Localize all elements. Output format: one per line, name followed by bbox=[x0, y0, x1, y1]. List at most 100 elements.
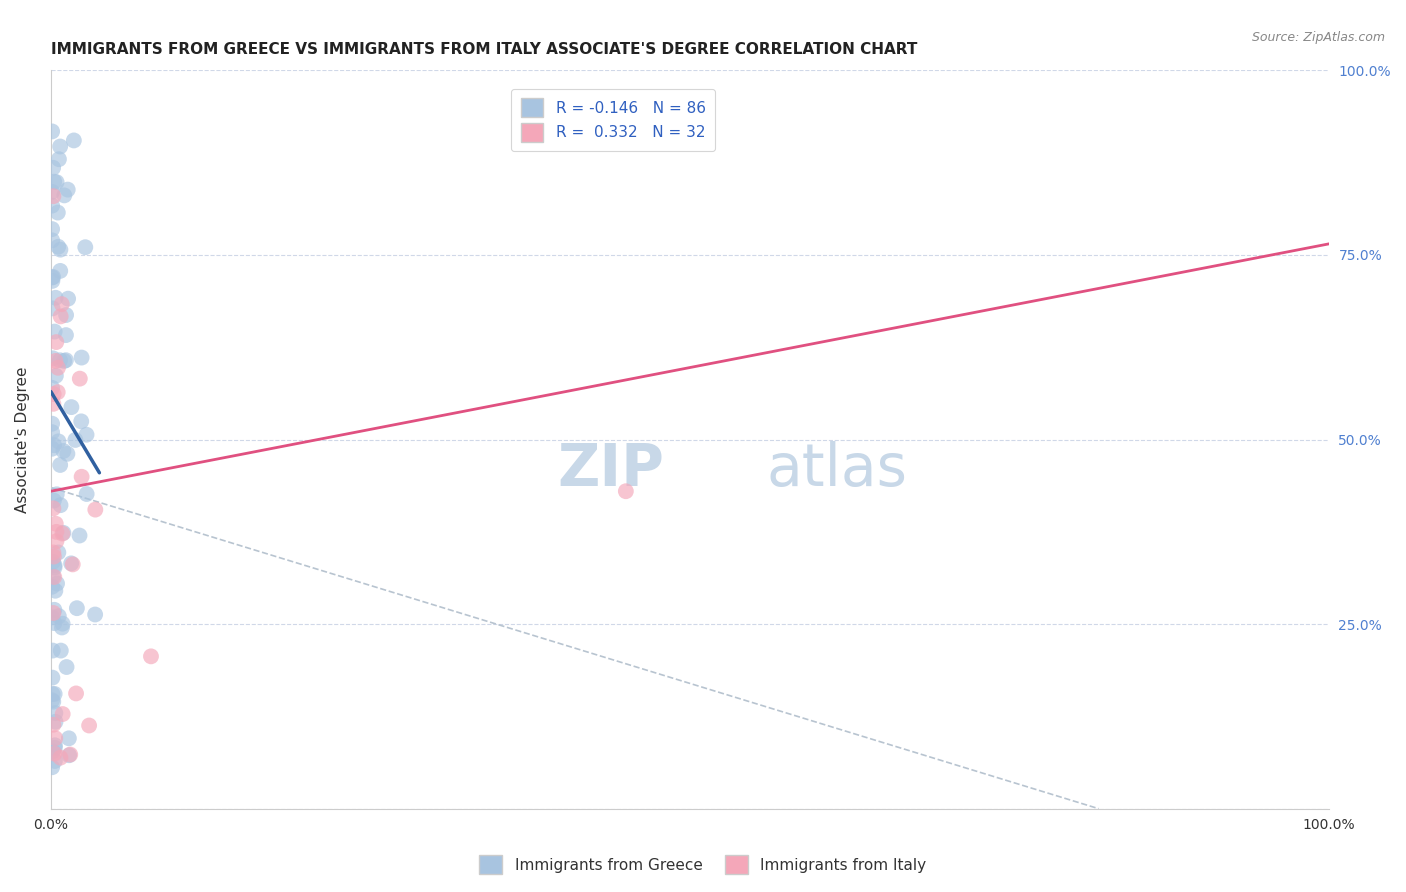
Point bbox=[42, 438, 65, 452]
Point bbox=[52, 706, 75, 721]
Point bbox=[60, 400, 83, 414]
Point bbox=[55, 660, 77, 674]
Point bbox=[44, 558, 66, 573]
Point bbox=[49, 310, 72, 324]
Point bbox=[41, 417, 63, 431]
Point bbox=[45, 175, 67, 189]
Point bbox=[46, 360, 69, 375]
Point bbox=[77, 718, 100, 732]
Point bbox=[42, 493, 65, 508]
Point bbox=[42, 387, 65, 401]
Point bbox=[76, 487, 98, 501]
Point bbox=[42, 606, 65, 620]
Point bbox=[46, 545, 69, 559]
Point bbox=[42, 695, 65, 709]
Point bbox=[49, 750, 72, 764]
Point bbox=[70, 351, 93, 365]
Point bbox=[41, 274, 63, 288]
Point bbox=[44, 570, 66, 584]
Point bbox=[41, 301, 63, 316]
Point bbox=[49, 264, 72, 278]
Point bbox=[52, 444, 75, 458]
Point bbox=[42, 501, 65, 516]
Point bbox=[69, 371, 91, 385]
Point bbox=[70, 469, 93, 483]
Point bbox=[48, 609, 70, 624]
Point bbox=[41, 222, 63, 236]
Point bbox=[41, 760, 63, 774]
Point bbox=[52, 525, 75, 540]
Point bbox=[84, 502, 107, 516]
Point bbox=[55, 328, 77, 343]
Point bbox=[41, 442, 63, 456]
Point bbox=[58, 731, 80, 746]
Point bbox=[52, 616, 75, 631]
Point bbox=[41, 671, 63, 685]
Point bbox=[42, 555, 65, 569]
Point bbox=[45, 335, 67, 350]
Point bbox=[44, 747, 66, 761]
Point bbox=[41, 270, 63, 285]
Point bbox=[48, 152, 70, 166]
Point bbox=[41, 185, 63, 199]
Point bbox=[51, 297, 73, 311]
Point bbox=[56, 447, 79, 461]
Point bbox=[56, 292, 79, 306]
Point bbox=[44, 583, 66, 598]
Point bbox=[42, 189, 65, 203]
Point bbox=[49, 353, 72, 368]
Point bbox=[42, 744, 65, 758]
Point bbox=[41, 610, 63, 624]
Point bbox=[45, 516, 67, 531]
Point bbox=[44, 616, 66, 631]
Point bbox=[41, 124, 63, 138]
Point bbox=[42, 545, 65, 559]
Point bbox=[70, 414, 93, 428]
Point bbox=[42, 549, 65, 564]
Point bbox=[41, 580, 63, 594]
Text: Source: ZipAtlas.com: Source: ZipAtlas.com bbox=[1251, 31, 1385, 45]
Point bbox=[66, 601, 89, 615]
Point bbox=[42, 351, 65, 366]
Point bbox=[51, 620, 73, 634]
Point bbox=[49, 498, 72, 512]
Point bbox=[69, 528, 91, 542]
Point bbox=[42, 569, 65, 583]
Point bbox=[46, 205, 69, 219]
Point bbox=[44, 325, 66, 339]
Point bbox=[63, 133, 86, 147]
Point bbox=[46, 240, 69, 254]
Point bbox=[41, 687, 63, 701]
Point bbox=[41, 693, 63, 707]
Point bbox=[84, 607, 107, 622]
Point bbox=[44, 714, 66, 729]
Point bbox=[44, 603, 66, 617]
Point bbox=[139, 649, 162, 664]
Point bbox=[49, 458, 72, 472]
Point bbox=[55, 353, 77, 368]
Text: atlas: atlas bbox=[766, 441, 907, 498]
Point bbox=[45, 368, 67, 383]
Point bbox=[75, 240, 97, 254]
Y-axis label: Associate's Degree: Associate's Degree bbox=[15, 367, 30, 513]
Point bbox=[41, 199, 63, 213]
Point bbox=[44, 740, 66, 755]
Point bbox=[44, 560, 66, 574]
Text: IMMIGRANTS FROM GREECE VS IMMIGRANTS FROM ITALY ASSOCIATE'S DEGREE CORRELATION C: IMMIGRANTS FROM GREECE VS IMMIGRANTS FRO… bbox=[51, 42, 917, 57]
Point bbox=[44, 731, 66, 746]
Point bbox=[58, 748, 80, 763]
Point bbox=[41, 425, 63, 439]
Point bbox=[65, 686, 87, 700]
Point bbox=[46, 576, 69, 591]
Point bbox=[614, 484, 637, 499]
Point bbox=[62, 558, 84, 572]
Point bbox=[65, 433, 87, 447]
Point bbox=[51, 526, 73, 541]
Point bbox=[49, 243, 72, 257]
Point bbox=[44, 754, 66, 768]
Point bbox=[76, 427, 98, 442]
Point bbox=[45, 291, 67, 305]
Text: ZIP: ZIP bbox=[557, 441, 664, 498]
Point bbox=[44, 175, 66, 189]
Point bbox=[42, 643, 65, 657]
